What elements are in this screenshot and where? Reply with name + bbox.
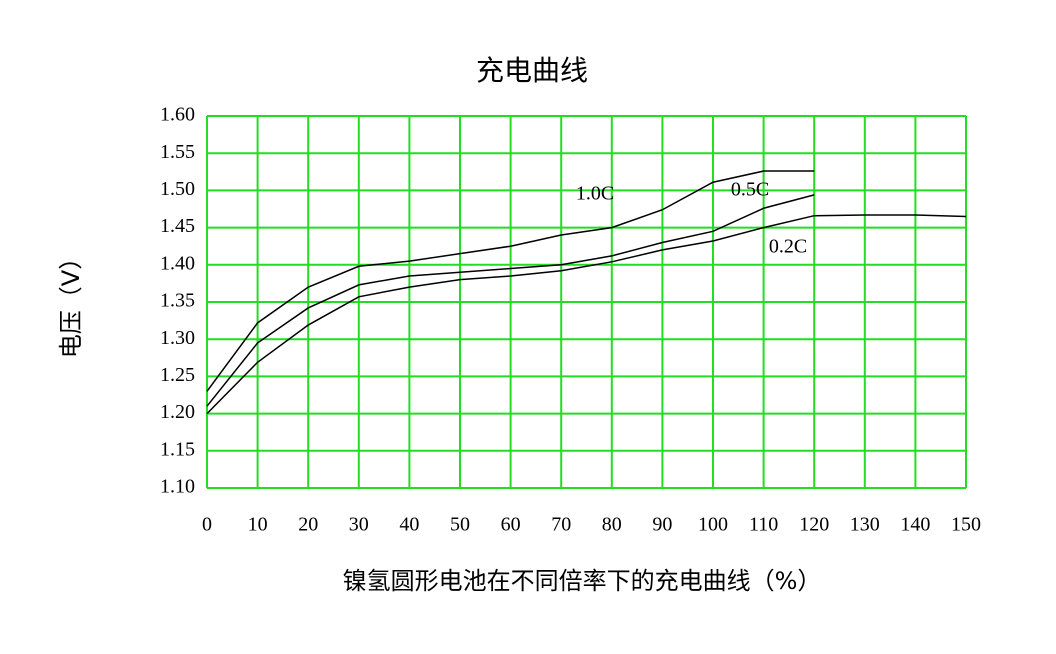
x-tick-label: 110 bbox=[749, 514, 778, 536]
x-tick-label: 50 bbox=[450, 514, 470, 536]
chart-title: 充电曲线 bbox=[476, 54, 588, 87]
x-axis-label: 镍氢圆形电池在不同倍率下的充电曲线（%） bbox=[343, 567, 822, 595]
y-tick-label: 1.45 bbox=[160, 215, 195, 237]
y-tick-label: 1.30 bbox=[160, 327, 195, 349]
series-line bbox=[206, 194, 815, 407]
x-tick-label: 130 bbox=[850, 514, 880, 536]
x-tick-label: 10 bbox=[248, 514, 268, 536]
x-tick-label: 40 bbox=[399, 514, 419, 536]
series-line bbox=[206, 170, 815, 392]
x-tick-label: 0 bbox=[202, 514, 212, 536]
x-tick-label: 150 bbox=[951, 514, 981, 536]
y-axis-label: 电压（V） bbox=[57, 246, 85, 358]
x-tick-label: 80 bbox=[602, 514, 622, 536]
series-label: 0.5C bbox=[731, 179, 769, 201]
y-tick-label: 1.10 bbox=[160, 476, 195, 498]
x-tick-label: 30 bbox=[349, 514, 369, 536]
y-tick-label: 1.60 bbox=[160, 104, 195, 126]
x-tick-label: 90 bbox=[652, 514, 672, 536]
x-tick-label: 60 bbox=[501, 514, 521, 536]
y-tick-label: 1.40 bbox=[160, 252, 195, 274]
series-label: 0.2C bbox=[769, 236, 807, 258]
x-tick-label: 140 bbox=[900, 514, 930, 536]
series-line bbox=[206, 214, 967, 415]
x-tick-label: 100 bbox=[698, 514, 728, 536]
x-tick-label: 20 bbox=[298, 514, 318, 536]
y-tick-label: 1.20 bbox=[160, 401, 195, 423]
x-tick-label: 120 bbox=[799, 514, 829, 536]
x-tick-label: 70 bbox=[551, 514, 571, 536]
series-label: 1.0C bbox=[576, 183, 614, 205]
y-tick-label: 1.55 bbox=[160, 141, 195, 163]
y-tick-label: 1.25 bbox=[160, 364, 195, 386]
y-tick-label: 1.50 bbox=[160, 178, 195, 200]
y-tick-label: 1.35 bbox=[160, 290, 195, 312]
y-tick-label: 1.15 bbox=[160, 438, 195, 460]
